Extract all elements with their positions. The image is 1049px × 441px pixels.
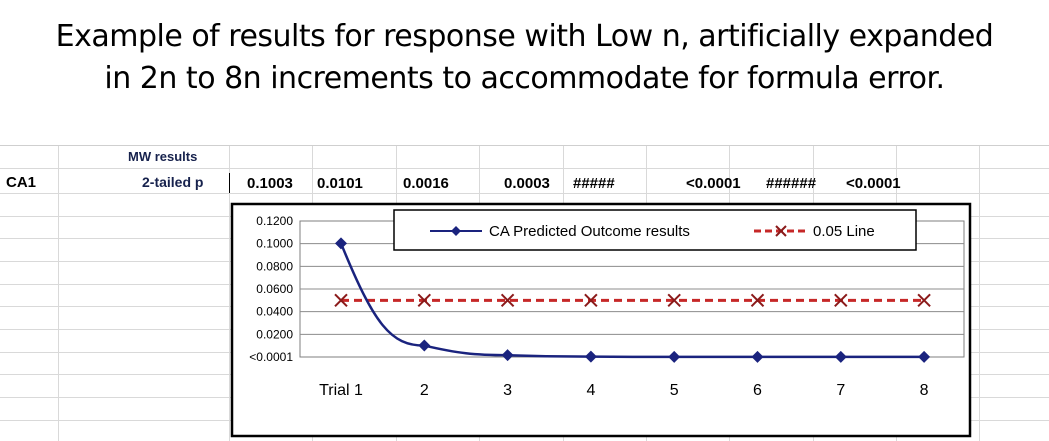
x-marker-stroke [500,293,515,308]
mw-results-header: MW results [128,149,198,164]
point-diamond-marker [418,339,431,352]
x-tick-label: 7 [836,382,845,399]
y-tick-label: 0.0600 [256,282,293,296]
point-diamond-marker [668,350,681,363]
sheet-row-line [0,168,1049,169]
x-tick-label: 6 [753,382,762,399]
y-axis-ticks: 0.1200 0.1000 0.0800 0.0600 0.0400 0.0200 <0.0… [249,214,293,364]
point-diamond-marker [335,237,347,250]
p-value-3: 0.0016 [403,175,449,192]
legend-label-threshold: 0.05 Line [813,223,875,240]
x-marker-stroke [750,293,765,308]
legend-marker-x-icon [775,225,787,237]
slide-title-line-2: in 2n to 8n increments to accommodate fo… [104,61,945,96]
x-axis-ticks: Trial 1 2 3 4 5 6 7 8 [319,382,929,399]
point-diamond-marker [501,349,514,362]
point-x-marker [334,293,348,308]
y-tick-label: 0.0400 [256,305,293,319]
p-value-1: 0.1003 [247,175,293,192]
sheet-col-line [979,146,980,441]
p-value-4: 0.0003 [504,175,550,192]
y-tick-label: <0.0001 [249,350,293,364]
sheet-col-line [229,146,230,441]
sheet-row-line [0,193,1049,194]
p-value-8: <0.0001 [846,175,901,192]
x-tick-label: 3 [503,382,512,399]
x-tick-label: 4 [586,382,595,399]
x-tick-label: 2 [420,382,429,399]
p-value-7: ###### [766,175,817,192]
x-marker-stroke [917,293,931,308]
y-tick-label: 0.1000 [256,237,293,251]
x-marker-stroke [417,293,432,308]
legend-label-predicted: CA Predicted Outcome results [489,223,690,240]
slide-title-line-1: Example of results for response with Low… [55,19,994,54]
y-tick-label: 0.1200 [256,214,293,228]
point-x-marker [750,293,765,308]
two-tailed-p-label: 2-tailed p [142,174,204,190]
x-marker-stroke [667,293,681,308]
point-x-marker [917,293,931,308]
point-diamond-marker [834,350,847,363]
x-marker-stroke [584,293,598,308]
y-tick-label: 0.0800 [256,259,293,273]
point-diamond-marker [918,350,931,363]
legend: CA Predicted Outcome results 0.05 Line [393,209,917,251]
x-marker-stroke [334,293,348,308]
p-value-6: <0.0001 [686,175,741,192]
series-layer [334,237,931,363]
point-x-marker [834,293,848,308]
cell-separator [229,173,230,193]
x-tick-label: 8 [920,382,929,399]
p-value-5: ##### [573,175,615,192]
p-value-2: 0.0101 [317,175,363,192]
point-x-marker [667,293,681,308]
y-tick-label: 0.0200 [256,327,293,341]
x-tick-label: Trial 1 [319,382,363,399]
point-x-marker [500,293,515,308]
point-x-marker [417,293,432,308]
x-tick-label: 5 [670,382,679,399]
point-x-marker [584,293,598,308]
x-marker-stroke [834,293,848,308]
legend-marker-diamond-icon [451,226,461,236]
point-diamond-marker [584,350,597,363]
point-diamond-marker [751,350,764,363]
slide-title: Example of results for response with Low… [0,16,1049,100]
row-label-ca1: CA1 [6,174,37,191]
sheet-col-line [58,146,59,441]
